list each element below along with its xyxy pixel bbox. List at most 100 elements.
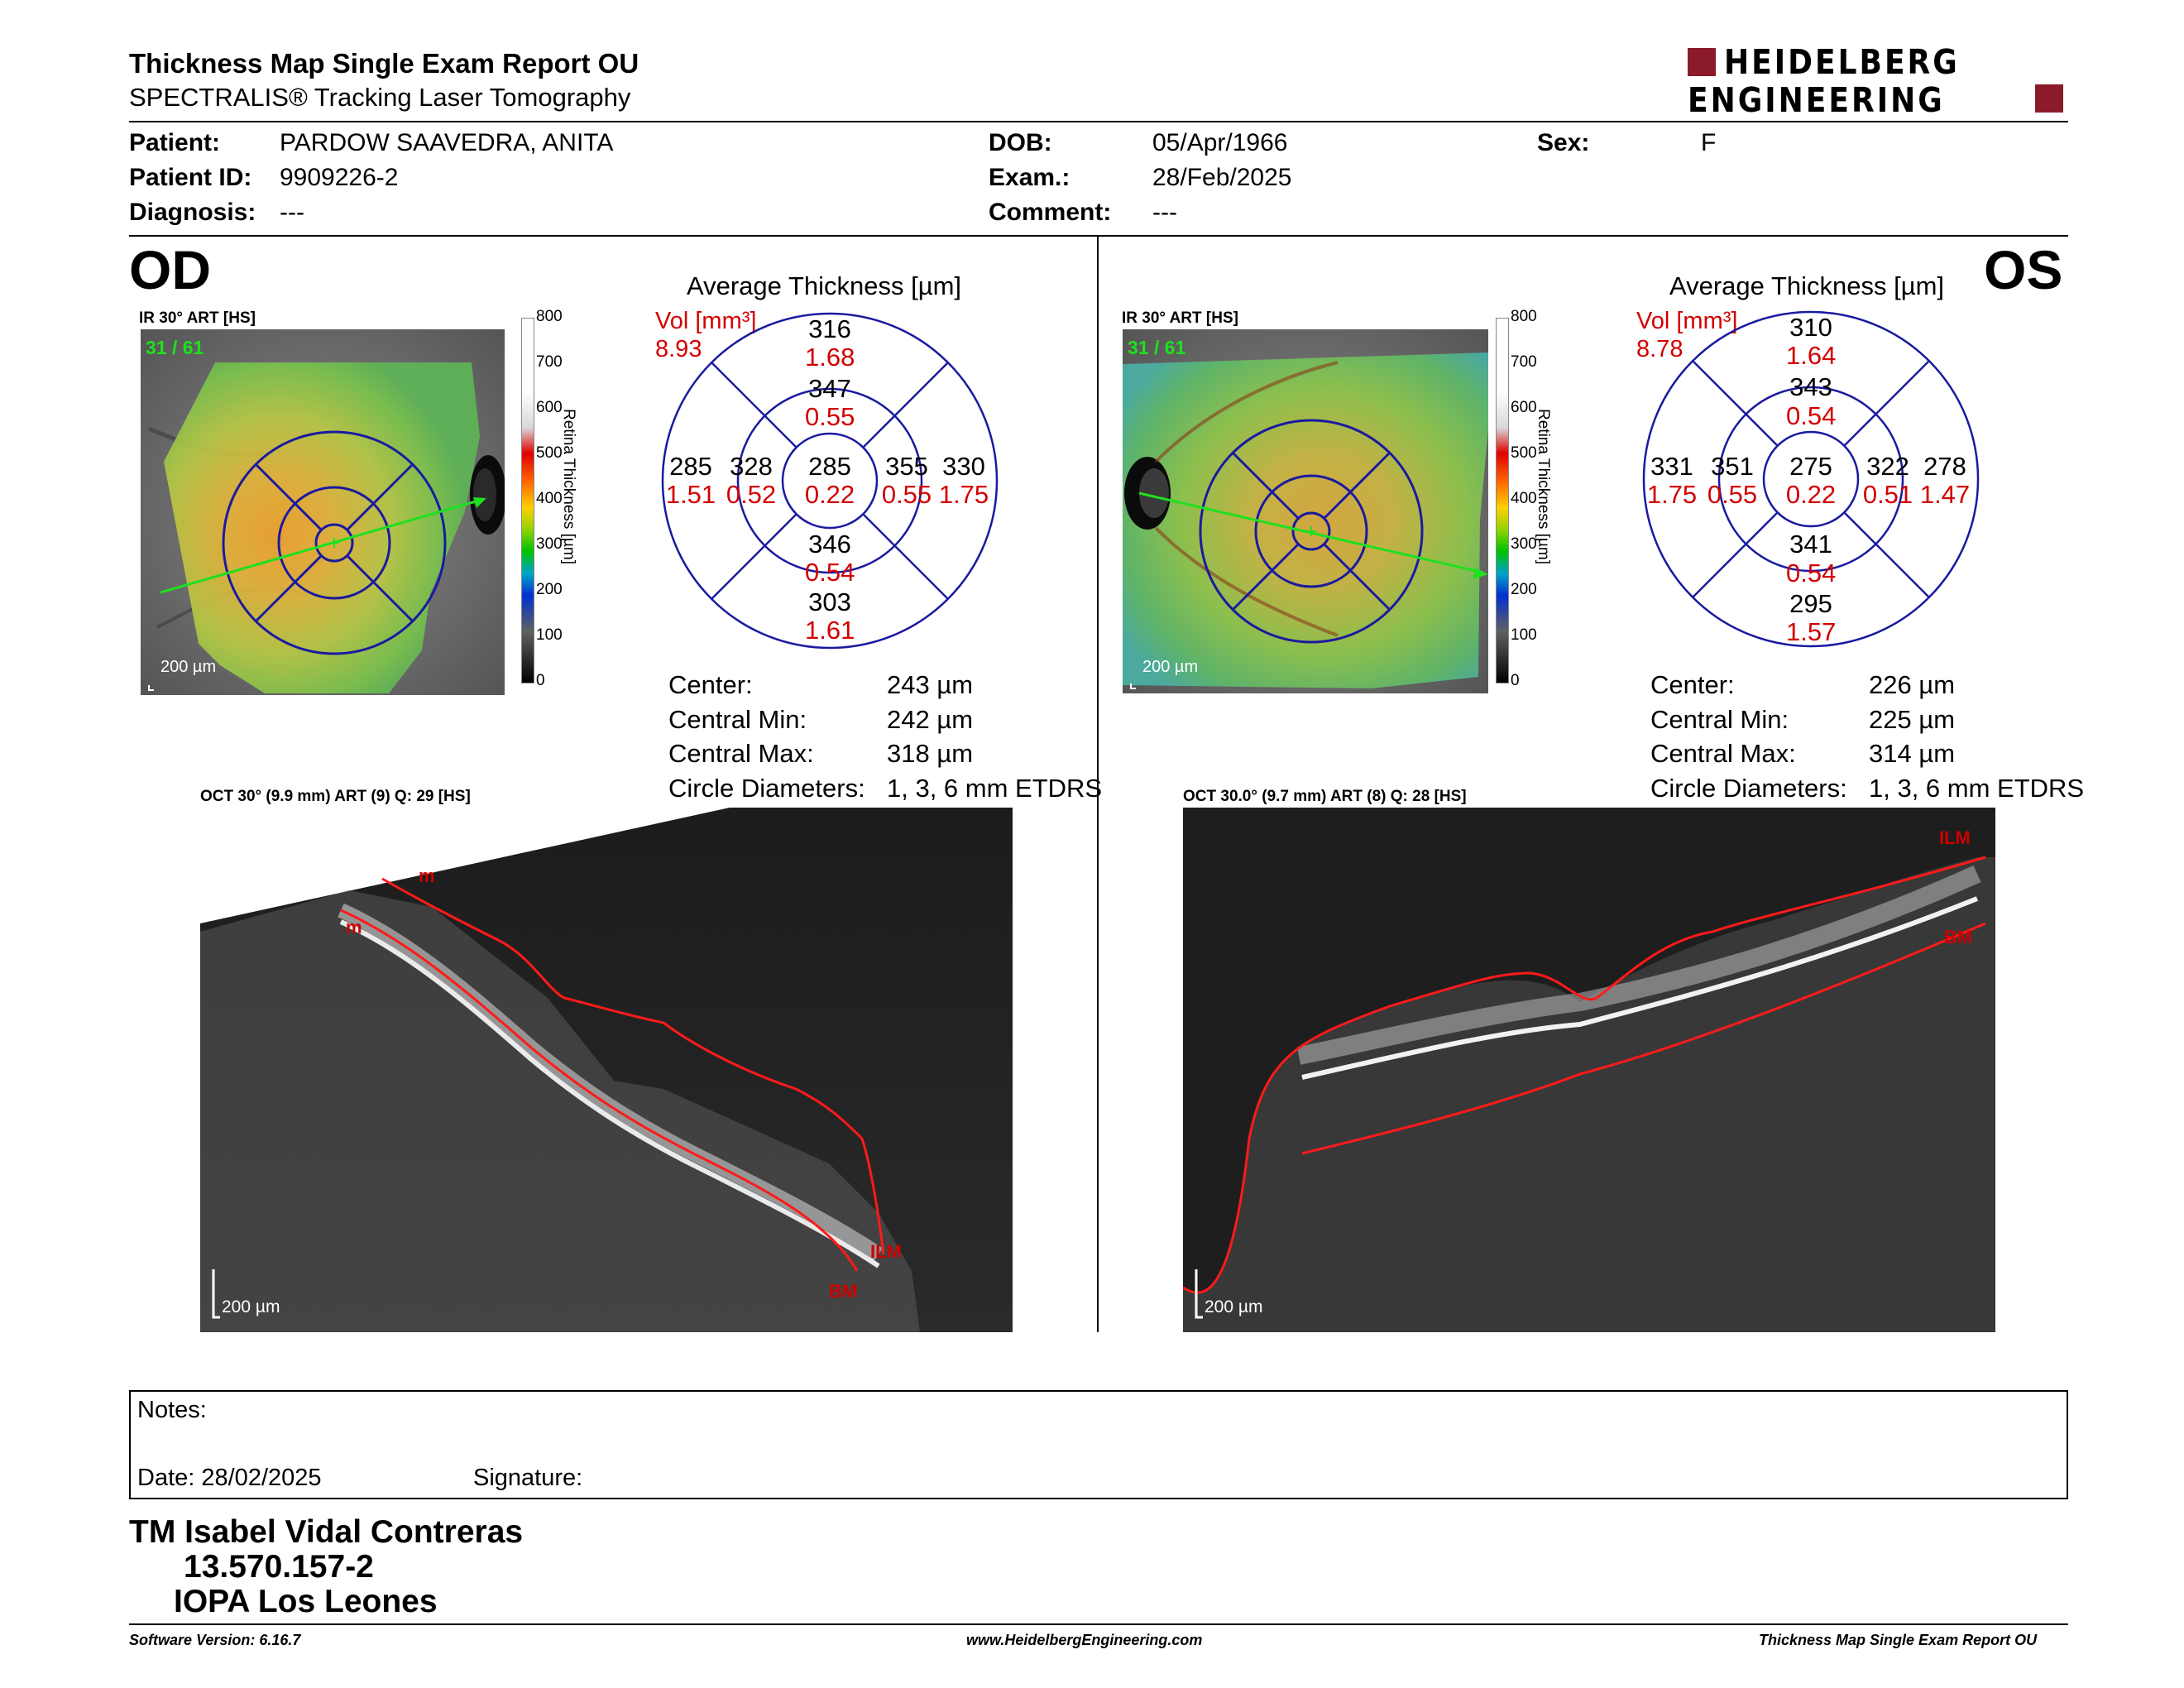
od-inner-inf-volume: 0.54	[805, 558, 855, 587]
comment-label: Comment:	[989, 199, 1112, 226]
os-diam-value: 1, 3, 6 mm ETDRS	[1869, 774, 2085, 803]
os-outer-inf-volume: 1.57	[1786, 617, 1837, 646]
od-inner-sup-thickness: 347	[808, 374, 851, 403]
os-tick-100: 100	[1511, 626, 1537, 644]
od-center-thickness: 285	[808, 452, 851, 481]
od-oct-m2: m	[346, 917, 362, 938]
os-vol-label: Vol [mm³]	[1636, 308, 1738, 334]
os-min-value: 225 µm	[1869, 705, 1956, 734]
os-ir-label: IR 30° ART [HS]	[1122, 309, 1238, 327]
od-etdrs-grid	[661, 312, 999, 650]
od-center-volume: 0.22	[804, 480, 855, 509]
os-inner-right-volume: 0.51	[1862, 480, 1913, 509]
report-title: Thickness Map Single Exam Report OU	[129, 48, 639, 79]
od-inner-left-volume: 0.52	[726, 480, 777, 509]
os-center-value: 226 µm	[1869, 670, 1956, 699]
os-etdrs-grid	[1642, 310, 1980, 648]
patient-id: 9909226-2	[280, 164, 399, 191]
notes-label: Notes:	[137, 1397, 207, 1423]
od-min-value: 242 µm	[887, 705, 974, 734]
notes-box[interactable]: Notes: Date: 28/02/2025 Signature:	[129, 1390, 2068, 1499]
od-outer-inf-volume: 1.61	[805, 616, 855, 645]
od-oct-m1: m	[419, 866, 435, 886]
os-colorbar-gradient	[1496, 318, 1509, 683]
patient-name: PARDOW SAAVEDRA, ANITA	[280, 129, 614, 156]
os-outer-right-volume: 1.47	[1919, 480, 1971, 509]
od-oct-scan: m m ILM BM 200 µm	[200, 808, 1013, 1332]
od-center-label: Center:	[668, 670, 753, 699]
logo-square-bottom	[2035, 84, 2063, 113]
os-outer-sup-thickness: 310	[1789, 313, 1832, 342]
od-inner-sup-volume: 0.55	[805, 402, 855, 431]
os-min-label: Central Min:	[1650, 705, 1789, 734]
os-inner-sup-thickness: 343	[1789, 372, 1832, 401]
sex-value: F	[1701, 129, 1717, 156]
os-tick-600: 600	[1511, 399, 1537, 416]
os-diam-label: Circle Diameters:	[1650, 774, 1847, 803]
os-center-thickness: 275	[1789, 452, 1832, 481]
website-link[interactable]: www.HeidelbergEngineering.com	[966, 1632, 1203, 1648]
od-diam-value: 1, 3, 6 mm ETDRS	[887, 774, 1103, 803]
signer-name: TM Isabel Vidal Contreras	[129, 1514, 524, 1550]
od-scale-label: 200 µm	[160, 658, 216, 676]
os-outer-sup-volume: 1.64	[1786, 341, 1837, 370]
os-max-value: 314 µm	[1869, 739, 1956, 768]
od-avg-title: Average Thickness [µm]	[687, 271, 962, 300]
od-colorbar-gradient	[521, 318, 534, 683]
os-colorbar: 800 700 600 500 400 300 200 100 0 Retina…	[1487, 308, 1587, 689]
od-inner-inf-thickness: 346	[808, 530, 851, 559]
os-oct-label: OCT 30.0° (9.7 mm) ART (8) Q: 28 [HS]	[1183, 788, 1467, 805]
os-tick-200: 200	[1511, 581, 1537, 598]
eye-label-od: OD	[129, 239, 211, 300]
od-min-label: Central Min:	[668, 705, 807, 734]
patient-id-label: Patient ID:	[129, 164, 252, 191]
software-version: Software Version: 6.16.7	[129, 1632, 301, 1648]
od-tick-300: 300	[536, 535, 563, 553]
od-vol-value: 8.93	[655, 336, 702, 362]
os-oct-bm: BM	[1944, 927, 1972, 947]
os-oct-scale: 200 µm	[1205, 1297, 1262, 1316]
signature-label: Signature:	[473, 1465, 583, 1491]
od-tick-400: 400	[536, 490, 563, 507]
logo-square-top	[1688, 48, 1716, 76]
center-divider	[1097, 237, 1099, 1332]
od-max-value: 318 µm	[887, 739, 974, 768]
od-outer-sup-volume: 1.68	[805, 343, 855, 372]
os-inner-left-thickness: 351	[1711, 452, 1754, 481]
od-max-label: Central Max:	[668, 739, 814, 768]
od-oct-bm: BM	[829, 1281, 857, 1302]
od-tick-200: 200	[536, 581, 563, 598]
os-colorbar-axis-label: Retina Thickness [µm]	[1535, 409, 1552, 564]
sex-label: Sex:	[1537, 129, 1590, 156]
od-diam-label: Circle Diameters:	[668, 774, 865, 803]
os-inner-left-volume: 0.55	[1707, 480, 1758, 509]
os-oct-ilm: ILM	[1939, 827, 1971, 848]
eye-label-os: OS	[1984, 239, 2063, 300]
exam-label: Exam.:	[989, 164, 1070, 191]
od-tick-600: 600	[536, 399, 563, 416]
os-frame-count: 31 / 61	[1128, 337, 1186, 358]
header-rule	[129, 121, 2068, 122]
od-oct-scale: 200 µm	[222, 1297, 280, 1316]
logo-line2: ENGINEERING	[1688, 81, 1945, 121]
exam-value: 28/Feb/2025	[1152, 164, 1292, 191]
od-outer-inf-thickness: 303	[808, 587, 851, 616]
os-vol-value: 8.78	[1636, 336, 1684, 362]
od-fundus-image: 31 / 61 200 µm	[141, 329, 505, 695]
os-outer-left-thickness: 331	[1650, 452, 1693, 481]
od-inner-right-thickness: 355	[885, 452, 928, 481]
od-outer-right-thickness: 330	[942, 452, 985, 481]
od-center-value: 243 µm	[887, 670, 974, 699]
signer-id: 13.570.157-2	[184, 1549, 374, 1585]
od-outer-right-volume: 1.75	[938, 480, 989, 509]
os-outer-inf-thickness: 295	[1789, 589, 1832, 618]
footer-report-name: Thickness Map Single Exam Report OU	[1759, 1632, 2038, 1648]
os-tick-300: 300	[1511, 535, 1537, 553]
od-frame-count: 31 / 61	[146, 337, 204, 358]
patient-label: Patient:	[129, 129, 221, 156]
notes-date: Date: 28/02/2025	[137, 1465, 322, 1491]
os-center-label: Center:	[1650, 670, 1735, 699]
os-center-volume: 0.22	[1785, 480, 1837, 509]
logo-line1: HEIDELBERG	[1724, 43, 1960, 83]
os-outer-right-thickness: 278	[1923, 452, 1966, 481]
